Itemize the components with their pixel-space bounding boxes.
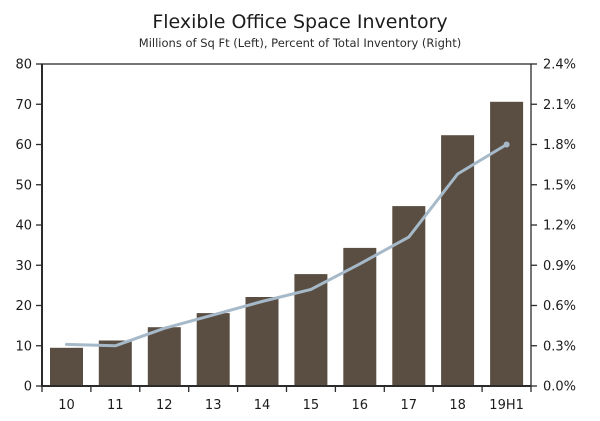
bar-19H1 — [490, 101, 524, 387]
chart-title: Flexible Office Space Inventory — [152, 11, 448, 33]
left-axis: 0 10 20 30 40 50 60 70 80 — [15, 58, 42, 395]
left-axis-tick-label: 40 — [15, 219, 32, 234]
left-axis-tick-label: 10 — [15, 339, 32, 354]
x-axis-category-label: 15 — [303, 398, 320, 413]
trend-line — [65, 143, 509, 348]
bar-17 — [392, 206, 426, 386]
right-axis-tick-label: 0.3% — [543, 339, 576, 354]
x-axis-category-label: 13 — [205, 398, 222, 413]
x-axis-category-label: 19H1 — [489, 398, 524, 413]
bar-13 — [196, 313, 230, 386]
x-axis-category-label: 16 — [352, 398, 369, 413]
trend-line-end-dot — [503, 141, 510, 148]
right-axis-tick-label: 0.9% — [543, 259, 576, 274]
trend-line-series — [65, 141, 510, 348]
left-axis-tick-label: 30 — [15, 259, 32, 274]
bar-18 — [441, 135, 475, 386]
bar-11 — [98, 340, 132, 386]
bar-14 — [245, 297, 279, 386]
right-axis-tick-label: 2.4% — [543, 58, 576, 73]
right-axis-tick-label: 1.5% — [543, 178, 576, 193]
x-axis: 10 11 12 13 14 15 16 17 18 19H1 — [41, 386, 532, 413]
right-axis-tick-label: 2.1% — [543, 98, 576, 113]
bar-10 — [50, 347, 83, 386]
x-axis-category-label: 17 — [401, 398, 418, 413]
left-axis-tick-label: 60 — [15, 138, 32, 153]
x-axis-category-label: 10 — [58, 398, 75, 413]
right-axis-tick-label: 0.6% — [543, 299, 576, 314]
right-axis-tick-label: 0.0% — [543, 380, 576, 395]
x-axis-category-label: 12 — [156, 398, 173, 413]
left-axis-tick-label: 80 — [15, 58, 32, 73]
left-axis-tick-label: 20 — [15, 299, 32, 314]
right-axis: 0.0% 0.3% 0.6% 0.9% 1.2% 1.5% 1.8% 2.1% 2.4% — [531, 58, 576, 395]
right-axis-tick-label: 1.8% — [543, 138, 576, 153]
left-axis-tick-label: 0 — [24, 380, 32, 395]
x-axis-category-label: 18 — [449, 398, 466, 413]
chart-subtitle: Millions of Sq Ft (Left), Percent of Tot… — [138, 36, 462, 50]
right-axis-tick-label: 1.2% — [543, 219, 576, 234]
bar-12 — [147, 327, 181, 386]
x-axis-category-label: 14 — [254, 398, 271, 413]
x-axis-category-label: 11 — [107, 398, 124, 413]
left-axis-tick-label: 50 — [15, 178, 32, 193]
bars-series — [50, 101, 524, 387]
left-axis-tick-label: 70 — [15, 98, 32, 113]
